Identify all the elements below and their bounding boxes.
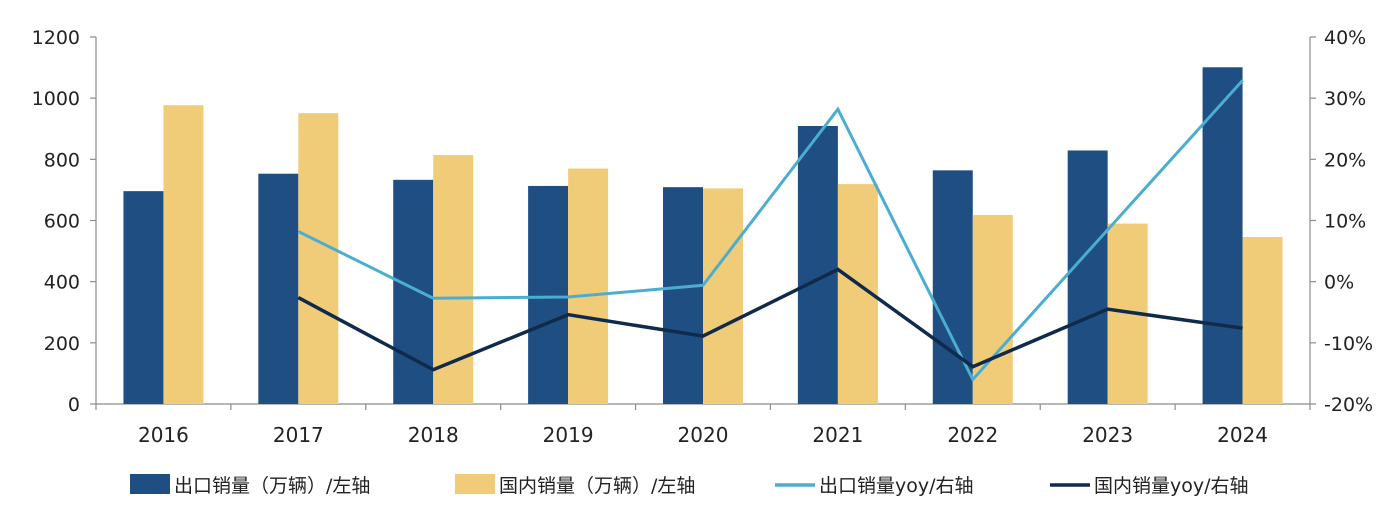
domestic-sales-bar (163, 105, 204, 404)
export-sales-bar (1067, 150, 1108, 404)
x-tick-label: 2021 (812, 423, 863, 447)
x-tick-label: 2023 (1082, 423, 1133, 447)
legend-label: 国内销量（万辆）/左轴 (499, 475, 695, 497)
legend-label: 出口销量yoy/右轴 (819, 475, 974, 497)
x-tick-label: 2024 (1217, 423, 1268, 447)
domestic-sales-bar (568, 168, 609, 404)
right-tick-label: -10% (1324, 333, 1373, 355)
left-tick-label: 0 (68, 394, 80, 416)
export-sales-bar (393, 179, 434, 404)
export-sales-bar (528, 185, 569, 404)
x-axis-ticks: 2016 2017 2018 2019 2020 2021 2022 2023 2024 (95, 404, 1311, 447)
x-tick-label: 2016 (138, 423, 189, 447)
x-tick-label: 2018 (408, 423, 459, 447)
right-tick-label: 30% (1324, 88, 1366, 110)
left-tick-label: 600 (44, 211, 80, 233)
legend-swatch (455, 474, 495, 494)
export-sales-bar (258, 173, 299, 404)
legend-item: 国内销量（万辆）/左轴 (455, 474, 695, 497)
export-sales-bar (1202, 67, 1243, 404)
bars (123, 67, 1283, 404)
legend-item: 出口销量yoy/右轴 (775, 475, 974, 497)
right-tick-label: 10% (1324, 211, 1366, 233)
x-tick-label: 2017 (273, 423, 324, 447)
export-sales-bar (663, 187, 703, 404)
domestic-sales-bar (1242, 237, 1283, 404)
legend-item: 国内销量yoy/右轴 (1050, 475, 1249, 497)
export-sales-bar (123, 191, 164, 404)
domestic-sales-bar (972, 214, 1013, 404)
legend-label: 国内销量yoy/右轴 (1094, 475, 1249, 497)
left-tick-label: 400 (44, 272, 80, 294)
legend-item: 出口销量（万辆）/左轴 (130, 474, 370, 497)
left-tick-label: 800 (44, 149, 80, 171)
legend: 出口销量（万辆）/左轴 国内销量（万辆）/左轴 出口销量yoy/右轴 国内销量yoy/… (130, 474, 1249, 497)
left-tick-label: 200 (44, 333, 80, 355)
axes: 0 200 400 600 800 1000 1200 -20% -10% 0% 10% 20% 30%… (32, 27, 1373, 416)
right-tick-label: 0% (1324, 272, 1354, 294)
left-tick-label: 1200 (32, 27, 80, 49)
legend-label: 出口销量（万辆）/左轴 (174, 475, 370, 497)
legend-swatch (130, 474, 170, 494)
right-tick-label: -20% (1324, 394, 1373, 416)
right-tick-label: 20% (1324, 149, 1366, 171)
right-tick-label: 40% (1324, 27, 1366, 49)
left-tick-label: 1000 (32, 88, 80, 110)
export-sales-bar (797, 125, 838, 404)
lines (297, 79, 1244, 383)
x-tick-label: 2022 (947, 423, 998, 447)
domestic-yoy-line (297, 267, 1243, 372)
x-tick-label: 2019 (543, 423, 594, 447)
export-yoy-line (297, 79, 1244, 383)
domestic-sales-bar (703, 188, 743, 404)
domestic-sales-bar (298, 113, 339, 404)
x-tick-label: 2020 (678, 423, 729, 447)
